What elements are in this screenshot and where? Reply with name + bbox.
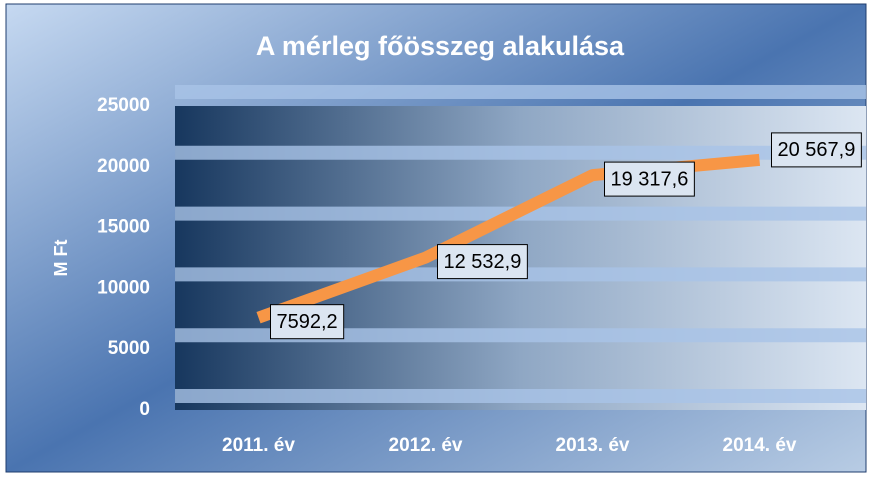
data-label: 20 567,9 (778, 139, 856, 161)
y-tick-label: 10000 (97, 277, 150, 298)
x-tick-label: 2014. év (723, 435, 797, 456)
data-label: 7592,2 (277, 311, 338, 333)
label-box (437, 244, 528, 280)
y-tick-label: 25000 (97, 95, 150, 116)
y-tick-label: 5000 (108, 338, 150, 359)
x-tick-label: 2012. év (389, 435, 463, 456)
y-tick-label: 20000 (97, 156, 150, 177)
label-box (771, 132, 862, 168)
x-tick-label: 2011. év (222, 435, 295, 456)
label-box (270, 304, 345, 340)
data-label: 12 532,9 (444, 251, 522, 273)
y-axis-label: M Ft (51, 240, 71, 277)
y-tick-label: 0 (139, 399, 150, 420)
x-tick-label: 2013. év (556, 435, 630, 456)
data-label: 19 317,6 (611, 168, 689, 190)
y-tick-label: 15000 (97, 217, 150, 238)
chart-title: A mérleg főösszeg alakulása (256, 31, 625, 61)
label-box (604, 161, 695, 197)
